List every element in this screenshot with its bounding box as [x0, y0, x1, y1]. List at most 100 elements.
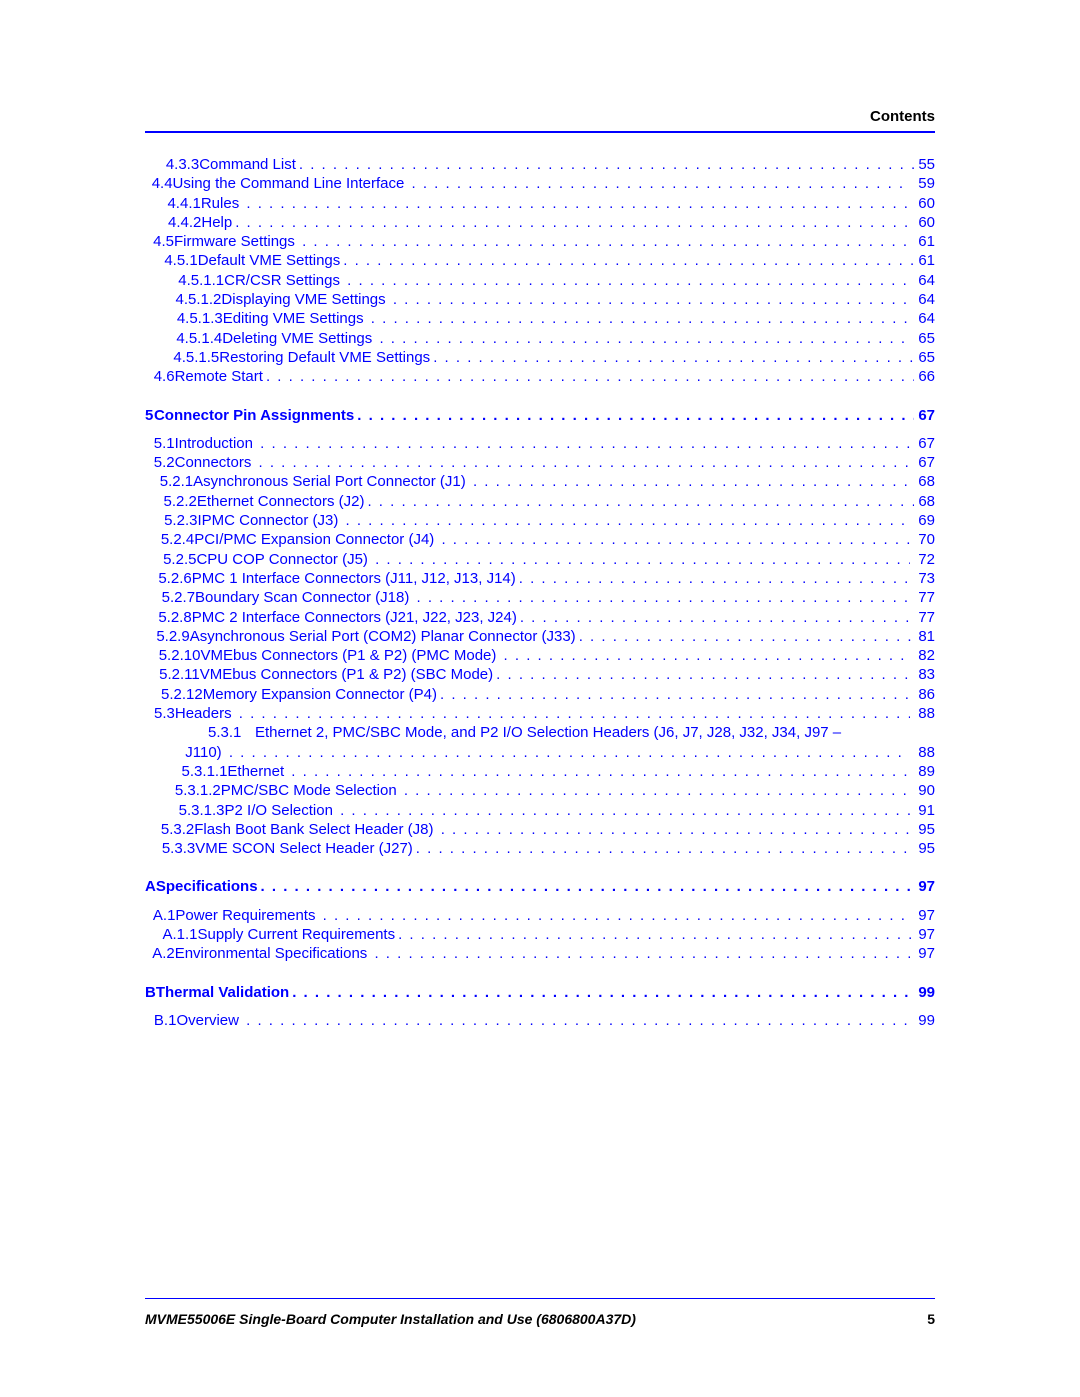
toc-entry-page: 82: [910, 646, 935, 665]
toc-leader: [390, 290, 910, 309]
toc-entry[interactable]: 5.2.7Boundary Scan Connector (J18) 77: [145, 588, 935, 607]
toc-entry[interactable]: A.1Power Requirements 97: [145, 906, 935, 925]
header-contents-label: Contents: [870, 108, 935, 125]
toc-leader: [516, 569, 915, 588]
toc-entry[interactable]: 4.5.1.4Deleting VME Settings 65: [145, 329, 935, 348]
toc-entry-page: 60: [914, 213, 935, 232]
toc-gap: [145, 1002, 935, 1011]
toc-entry[interactable]: 5.2.3IPMC Connector (J3) 69: [145, 511, 935, 530]
toc-entry[interactable]: 5.2.2Ethernet Connectors (J2)68: [145, 492, 935, 511]
toc-entry[interactable]: 5Connector Pin Assignments67: [145, 406, 935, 425]
toc-entry[interactable]: B.1Overview 99: [145, 1011, 935, 1030]
toc-entry-number: 5.2.6: [158, 569, 191, 588]
toc-leader: [343, 511, 911, 530]
toc-leader: [430, 348, 914, 367]
toc-entry[interactable]: 4.5.1.2Displaying VME Settings 64: [145, 290, 935, 309]
toc-entry-number: 4.5.1.3: [177, 309, 223, 328]
toc-entry-page: 86: [914, 685, 935, 704]
toc-entry-page: 64: [910, 309, 935, 328]
toc-entry[interactable]: 5.2.10VMEbus Connectors (P1 & P2) (PMC M…: [145, 646, 935, 665]
toc-leader: [409, 174, 911, 193]
toc-entry-number: 4.4.2: [168, 213, 201, 232]
page-footer: MVME55006E Single-Board Computer Install…: [145, 1311, 935, 1327]
toc-entry-number: 4.5.1.2: [176, 290, 222, 309]
toc-leader: [288, 762, 910, 781]
toc-entry[interactable]: 4.3.3Command List55: [145, 155, 935, 174]
toc-entry[interactable]: 4.5.1Default VME Settings61: [145, 251, 935, 270]
toc-entry-number: 4.3.3: [166, 155, 199, 174]
toc-entry[interactable]: 5.2.4PCI/PMC Expansion Connector (J4) 70: [145, 530, 935, 549]
toc-entry-page: 72: [910, 550, 935, 569]
toc-entry-title: PMC 2 Interface Connectors (J21, J22, J2…: [192, 608, 517, 627]
toc-leader: [320, 906, 911, 925]
toc-entry-number: 4.5.1: [164, 251, 197, 270]
toc-entry[interactable]: 4.4.2Help 60: [145, 213, 935, 232]
toc-entry[interactable]: J110) 88: [145, 743, 935, 762]
toc-entry[interactable]: 5.1Introduction 67: [145, 434, 935, 453]
toc-leader: [263, 367, 914, 386]
toc-entry[interactable]: 5.2.5CPU COP Connector (J5) 72: [145, 550, 935, 569]
toc-entry-number: A: [145, 877, 156, 896]
toc-entry[interactable]: A.2Environmental Specifications 97: [145, 944, 935, 963]
toc-entry-page: 69: [910, 511, 935, 530]
toc-entry-page: 67: [910, 453, 935, 472]
toc-entry-title: Thermal Validation: [156, 983, 289, 1002]
toc-entry[interactable]: 5.3Headers 88: [145, 704, 935, 723]
toc-entry[interactable]: 4.6Remote Start66: [145, 367, 935, 386]
toc-entry-title: Asynchronous Serial Port (COM2) Planar C…: [190, 627, 576, 646]
toc-entry-title: Introduction: [175, 434, 258, 453]
toc-entry-number: 4.6: [154, 367, 175, 386]
toc-leader: [364, 492, 914, 511]
toc-entry-title: Ethernet 2, PMC/SBC Mode, and P2 I/O Sel…: [255, 723, 841, 742]
toc-entry[interactable]: 4.4Using the Command Line Interface 59: [145, 174, 935, 193]
toc-entry[interactable]: 5.3.1.1Ethernet 89: [145, 762, 935, 781]
toc-entry-number: 4.4.1: [167, 194, 200, 213]
toc-entry[interactable]: 4.5.1.1CR/CSR Settings 64: [145, 271, 935, 290]
toc-entry-page: 70: [910, 530, 935, 549]
page: Contents 4.3.3Command List554.4Using the…: [0, 0, 1080, 1397]
toc-entry[interactable]: A.1.1Supply Current Requirements97: [145, 925, 935, 944]
toc-leader: [226, 743, 910, 762]
toc-entry[interactable]: 4.5Firmware Settings 61: [145, 232, 935, 251]
toc-entry-page: 61: [910, 232, 935, 251]
toc-entry-number: 5.3.3: [162, 839, 195, 858]
toc-entry-page: 73: [914, 569, 935, 588]
toc-entry-title: Overview: [176, 1011, 243, 1030]
toc-entry-title: Help: [201, 213, 232, 232]
toc-entry[interactable]: 5.3.1.3P2 I/O Selection 91: [145, 801, 935, 820]
toc-entry-page: 77: [914, 608, 935, 627]
toc-entry[interactable]: 4.4.1Rules 60: [145, 194, 935, 213]
toc-entry-title: PCI/PMC Expansion Connector (J4): [194, 530, 438, 549]
toc-leader: [438, 530, 910, 549]
header-rule: [145, 131, 935, 133]
toc-entry-number: 5: [145, 406, 154, 425]
toc-entry[interactable]: 5.3.1.2PMC/SBC Mode Selection 90: [145, 781, 935, 800]
toc-entry[interactable]: 5.3.3VME SCON Select Header (J27)95: [145, 839, 935, 858]
toc-entry[interactable]: 5.2Connectors 67: [145, 453, 935, 472]
toc-entry-number: 5.3.1.2: [175, 781, 221, 800]
toc-entry[interactable]: 5.2.1Asynchronous Serial Port Connector …: [145, 472, 935, 491]
toc-entry[interactable]: 5.2.6PMC 1 Interface Connectors (J11, J1…: [145, 569, 935, 588]
toc-entry[interactable]: 4.5.1.3Editing VME Settings 64: [145, 309, 935, 328]
toc-entry[interactable]: 5.3.2Flash Boot Bank Select Header (J8) …: [145, 820, 935, 839]
toc-entry-title: Connector Pin Assignments: [154, 406, 354, 425]
toc-entry-title: Displaying VME Settings: [221, 290, 389, 309]
toc-entry-page: 64: [910, 290, 935, 309]
toc-entry[interactable]: 4.5.1.5Restoring Default VME Settings65: [145, 348, 935, 367]
toc-entry-title: Power Requirements: [175, 906, 319, 925]
toc-entry-page: 67: [910, 434, 935, 453]
toc-entry-number: A.1: [153, 906, 176, 925]
toc-entry-page: 59: [910, 174, 935, 193]
toc-leader: [257, 434, 910, 453]
toc-entry[interactable]: 5.2.12Memory Expansion Connector (P4)86: [145, 685, 935, 704]
toc-gap: [145, 897, 935, 906]
toc-entry[interactable]: 5.3.1Ethernet 2, PMC/SBC Mode, and P2 I/…: [145, 723, 935, 742]
toc-entry-page: 55: [914, 155, 935, 174]
toc-entry[interactable]: 5.2.9Asynchronous Serial Port (COM2) Pla…: [145, 627, 935, 646]
toc-entry-page: 95: [914, 839, 935, 858]
toc-entry[interactable]: 5.2.8PMC 2 Interface Connectors (J21, J2…: [145, 608, 935, 627]
toc-entry[interactable]: ASpecifications97: [145, 877, 935, 896]
toc-entry[interactable]: 5.2.11VMEbus Connectors (P1 & P2) (SBC M…: [145, 665, 935, 684]
toc-entry[interactable]: BThermal Validation99: [145, 983, 935, 1002]
toc-entry-number: 5.3.1.1: [182, 762, 228, 781]
